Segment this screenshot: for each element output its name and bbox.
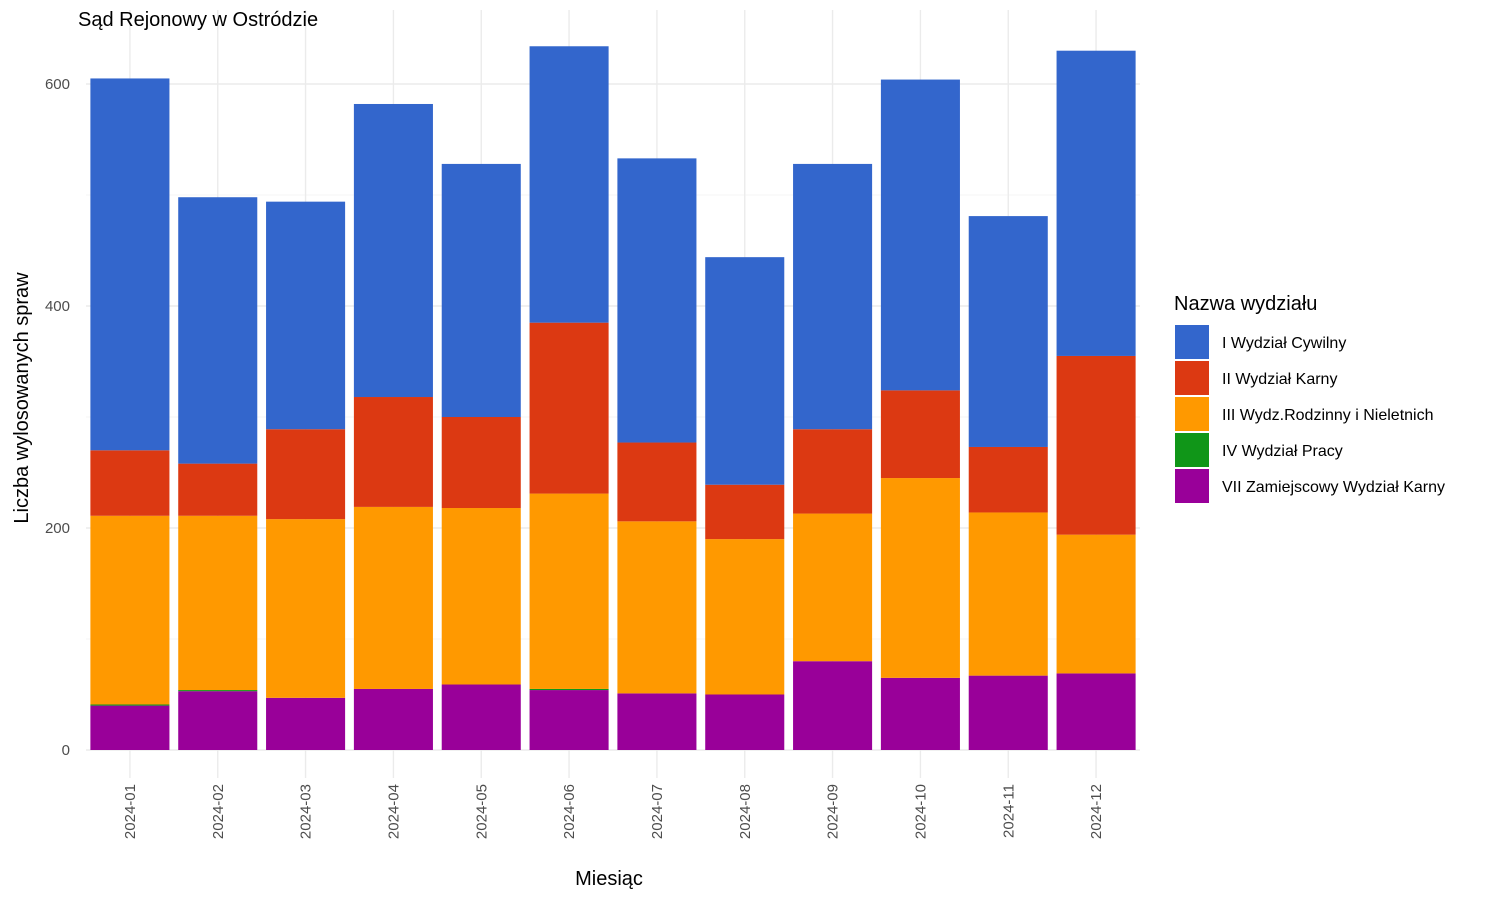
x-tick-label: 2024-04 [385,784,402,839]
legend-label: IV Wydział Pracy [1222,443,1343,460]
bar-segment [90,705,170,750]
bar-segment [441,684,521,750]
bar-segment [441,417,521,509]
bar-segment [880,677,960,750]
bar-segment [178,463,258,516]
y-axis-ticks: 0 200 400 600 [45,76,70,759]
bar-segment [353,397,433,507]
x-tick-label: 2024-08 [737,784,754,839]
bar-segment [705,257,785,485]
bar-segment [880,478,960,678]
bar-segment [1056,534,1136,674]
bar-segment [968,216,1048,447]
bar-segment [880,390,960,479]
legend-label: II Wydział Karny [1222,371,1337,388]
bar-segment [266,429,346,520]
bar-segment [90,515,170,705]
legend-key [1175,325,1209,359]
bar-segment [617,158,697,443]
bar-segment [705,694,785,750]
bar-segment [90,78,170,451]
bar-segment [441,508,521,685]
bar-segment [266,201,346,430]
y-axis-title: Liczba wylosowanych spraw [11,272,33,524]
x-tick-label: 2024-01 [122,784,139,839]
bar-segment [266,519,346,698]
bar-segment [968,675,1048,750]
bar-segment [90,450,170,516]
legend-key [1175,361,1209,395]
legend-key [1175,433,1209,467]
bar-segment [441,163,521,417]
bar-segment [1056,50,1136,356]
bar-segment [617,442,697,522]
x-tick-label: 2024-03 [298,784,315,839]
bar-segment [617,693,697,750]
bar-segment [968,446,1048,513]
legend-key [1175,397,1209,431]
bar-segment [353,688,433,750]
x-tick-label: 2024-05 [473,784,490,839]
bar-segment [793,661,873,750]
x-axis-title: Miesiąc [575,868,643,890]
bar-segment [793,429,873,514]
bar-segment [705,484,785,540]
x-tick-label: 2024-06 [561,784,578,839]
bar-segment [880,79,960,391]
chart-title: Sąd Rejonowy w Ostródzie [78,9,318,31]
y-tick-label: 400 [45,298,70,315]
bar-segment [90,704,170,706]
bar-segment [793,513,873,662]
x-tick-label: 2024-02 [210,784,227,839]
bar-segment [353,103,433,398]
x-tick-label: 2024-07 [649,784,666,839]
bar-segment [529,46,609,323]
bar-segment [1056,355,1136,535]
legend-key [1175,469,1209,503]
bar-segment [705,539,785,695]
bar-segment [178,690,258,692]
bar-segment [529,688,609,691]
x-tick-label: 2024-12 [1088,784,1105,839]
bar-segment [353,506,433,689]
y-tick-label: 200 [45,520,70,537]
x-tick-label: 2024-11 [1000,784,1017,838]
legend: Nazwa wydziału I Wydział Cywilny II Wydzi… [1174,293,1445,503]
bar-segment [178,691,258,750]
bar-segment [968,512,1048,676]
x-tick-label: 2024-10 [912,784,929,839]
bar-segment [529,493,609,689]
bar-segment [617,521,697,694]
legend-label: III Wydz.Rodzinny i Nieletnich [1222,407,1434,424]
bar-segment [1056,673,1136,750]
bars [90,46,1136,750]
bar-segment [529,690,609,750]
bar-segment [529,322,609,494]
bar-segment [266,697,346,750]
y-tick-label: 600 [45,76,70,93]
legend-label: I Wydział Cywilny [1222,335,1346,352]
bar-segment [793,163,873,430]
bar-segment [178,515,258,691]
y-tick-label: 0 [62,742,70,759]
legend-label: VII Zamiejscowy Wydział Karny [1222,479,1445,496]
x-axis-ticks: 2024-01 2024-02 2024-03 2024-04 2024-05 2024-… [122,784,1105,839]
legend-title: Nazwa wydziału [1174,293,1317,315]
x-tick-label: 2024-09 [825,784,842,839]
bar-segment [178,197,258,464]
